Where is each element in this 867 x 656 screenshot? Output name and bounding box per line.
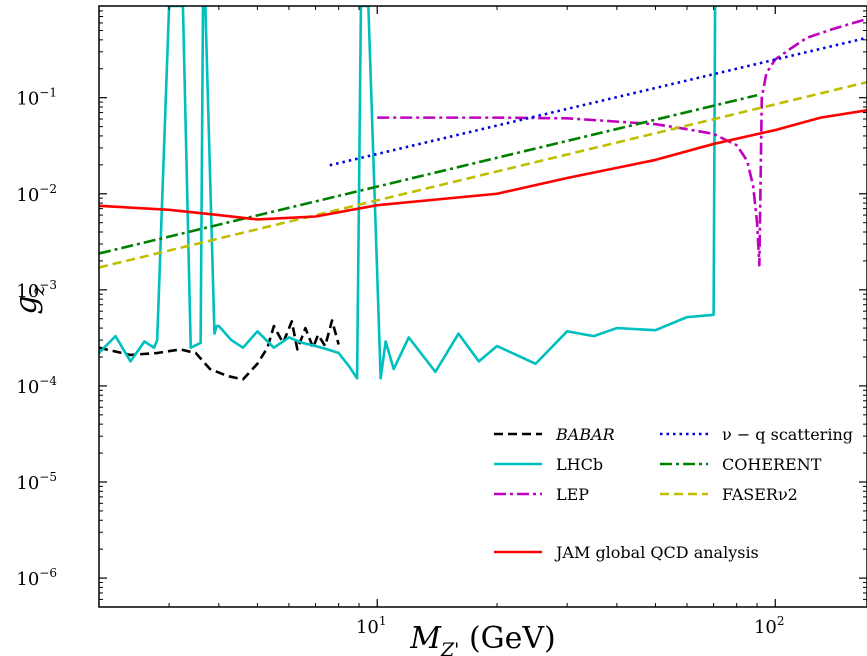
legend-label-lhcb: LHCb [556,455,603,474]
series-line-faser-2 [99,80,867,269]
legend-label-coherent: COHERENT [722,455,822,474]
legend-label-babar: BABAR [555,425,615,444]
y-axis-title: gz [9,284,49,314]
plot-frame [98,5,867,608]
series-line-jam-global-qcd-analysis [99,108,867,221]
legend-label-q-scattering: ν − q scattering [722,425,853,444]
y-tick-label: 10−2 [16,182,57,206]
x-tick-label: 101 [356,614,387,638]
legend-label-faser-2: FASERν2 [722,485,798,504]
x-axis-title: MZ' (GeV) [409,621,555,656]
y-tick-label: 10−6 [16,566,57,590]
x-tick-label: 102 [754,614,785,638]
y-tick-label: 10−5 [16,470,57,494]
series-line-q-scattering [329,36,867,167]
legend-label-jam-global-qcd-analysis: JAM global QCD analysis [554,543,759,562]
series-line-lhcb [99,6,717,380]
y-tick-label: 10−4 [16,374,57,398]
series-line-coherent [99,93,758,255]
y-tick-label: 10−1 [16,86,57,110]
series-layer [99,6,867,381]
legend: BABAR LHCb LEP ν − q scattering COHERENT FASE… [494,425,853,562]
series-line-babar [99,319,340,381]
legend-label-lep: LEP [556,485,589,504]
